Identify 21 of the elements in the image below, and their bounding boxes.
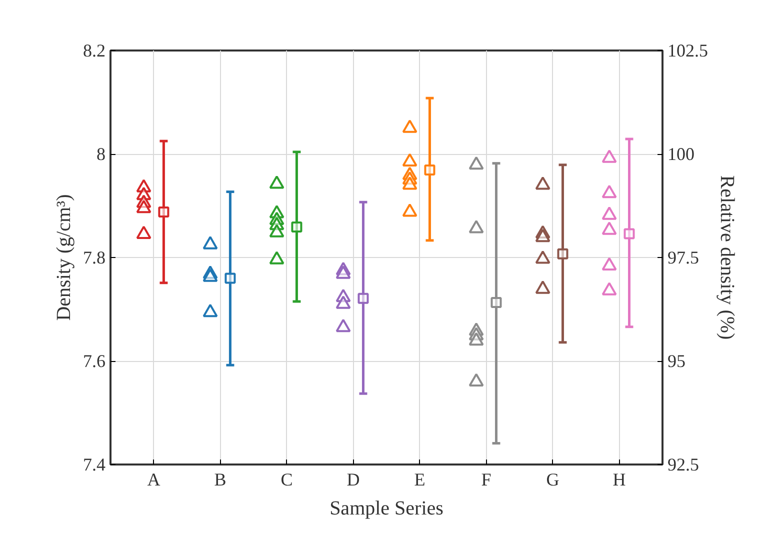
x-axis-title: Sample Series [330, 498, 444, 520]
y2-tick-label: 100 [668, 144, 694, 164]
y-tick-label: 8.2 [83, 40, 106, 60]
y2-tick-label: 92.5 [668, 454, 699, 474]
y2-tick-label: 97.5 [668, 248, 699, 268]
y-tick-label: 7.6 [83, 351, 106, 371]
x-tick-label: B [214, 470, 226, 490]
x-tick-label: H [612, 470, 626, 490]
x-tick-label: G [546, 470, 560, 490]
y2-axis-title: Relative density (%) [716, 175, 738, 340]
x-tick-label: D [346, 470, 360, 490]
x-tick-label: E [414, 470, 426, 490]
y2-tick-label: 102.5 [668, 40, 708, 60]
y2-tick-label: 95 [668, 351, 686, 371]
x-tick-label: C [280, 470, 293, 490]
y-tick-label: 7.4 [83, 454, 106, 474]
y-axis-title: Density (g/cm³) [53, 194, 75, 321]
y-tick-label: 8 [96, 144, 106, 164]
y-tick-label: 7.8 [83, 248, 106, 268]
x-tick-label: A [147, 470, 160, 490]
x-tick-label: F [481, 470, 492, 490]
